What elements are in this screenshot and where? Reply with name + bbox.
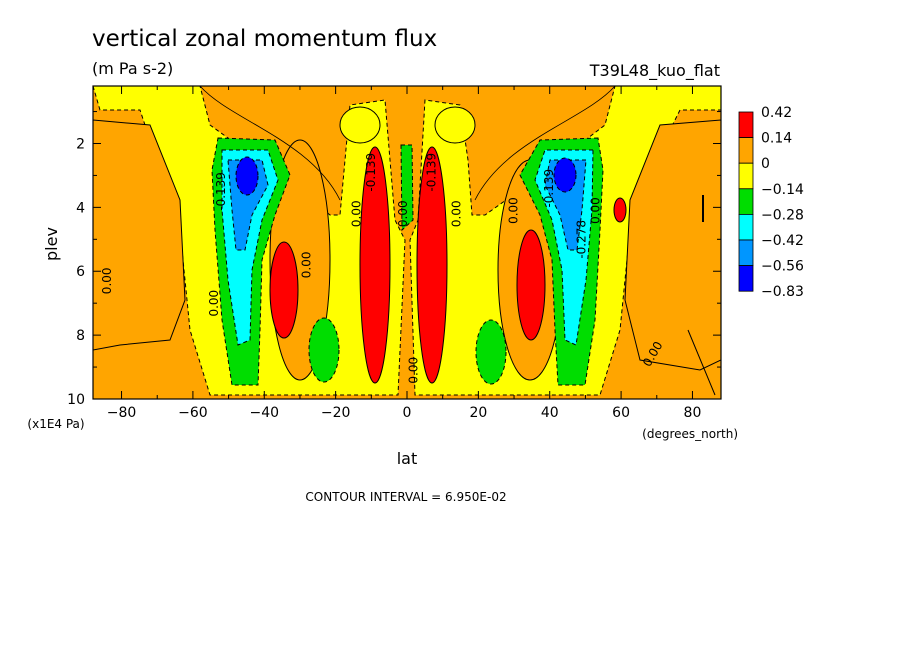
colorbar-label: −0.28 [761,207,804,223]
yellow-cell-upper-right [434,106,476,144]
green-sliver-equator [400,144,414,232]
red-max-north-10 [416,146,448,384]
colorbar-label: −0.83 [761,284,804,300]
contour-label: 0.00 [589,197,603,224]
y-tick-label: 4 [76,200,85,216]
contour-line-upper-north [474,86,616,201]
colorbar-label: −0.42 [761,233,804,249]
contour-label: -0.139 [424,153,438,192]
contour-label: -0.139 [364,153,378,192]
y-axis-units: (x1E4 Pa) [27,417,84,431]
run-label: T39L48_kuo_flat [589,61,720,81]
green-pocket-south [308,317,340,383]
colorbar-swatch [738,188,754,215]
contour-label: 0.00 [449,200,463,227]
x-tick-label: −80 [107,405,137,421]
x-tick-label: 40 [541,405,559,421]
colorbar-swatch [738,265,754,292]
colorbar: 0.42 0.14 0 −0.14 −0.28 −0.42 −0.56 −0.83 [738,105,804,300]
contour-line-upper-south [199,86,341,201]
contour-label: -0.278 [574,220,588,259]
orange-lobe-south [93,119,186,351]
x-axis-units: (degrees_north) [642,427,738,441]
x-tick-label: 0 [403,405,412,421]
colorbar-label: 0.14 [761,131,792,147]
contour-label: 0.00 [300,251,314,278]
contour-label: 0.00 [507,197,521,224]
x-tick-label: −20 [321,405,351,421]
axes: −80 −60 −40 −20 0 20 40 60 80 2 4 6 8 10 [67,86,721,421]
red-max-north-60 [613,197,627,223]
y-tick-label: 8 [76,328,85,344]
contour-label: 0.00 [407,357,421,384]
contour-interval-text: CONTOUR INTERVAL = 6.950E-02 [305,490,506,504]
red-max-south-10 [359,146,391,384]
colorbar-label: −0.14 [761,182,804,198]
x-tick-label: −60 [178,405,208,421]
x-tick-label: 80 [684,405,702,421]
x-tick-label: 20 [469,405,487,421]
y-axis-label: plev [42,227,61,261]
y-tick-label: 6 [76,264,85,280]
colorbar-swatch [738,239,754,267]
chart-units: (m Pa s-2) [92,59,173,78]
contour-label: -0.139 [214,172,228,211]
colorbar-label: 0 [761,156,770,172]
contour-label: -0.139 [542,169,556,208]
contour-line-northeast [687,329,716,396]
colorbar-swatch [738,137,754,164]
colorbar-label: −0.56 [761,259,804,275]
contour-label: 0.00 [396,200,410,227]
chart-title: vertical zonal momentum flux [92,26,437,52]
red-max-south-40 [269,241,299,339]
colorbar-swatch [738,111,754,139]
x-tick-label: −40 [249,405,279,421]
contour-label: 0.00 [100,267,114,294]
x-axis-label: lat [397,449,418,468]
contour-label: 0.00 [350,200,364,227]
x-tick-label: 60 [612,405,630,421]
contour-field: 0.000.00-0.1390.000.00-0.1390.000.00-0.1… [93,86,721,399]
colorbar-swatch [738,162,754,190]
red-max-north-35 [516,229,546,341]
orange-lobe-north [624,119,721,371]
blue-core-north [553,157,577,193]
blue-core-south [235,156,259,196]
y-tick-label: 2 [76,136,85,152]
yellow-cell-upper-left [339,106,381,144]
contour-label: 0.00 [207,290,221,317]
colorbar-swatch [738,213,754,241]
colorbar-label: 0.42 [761,105,792,121]
green-pocket-north [475,319,507,385]
y-tick-label: 10 [67,392,85,408]
